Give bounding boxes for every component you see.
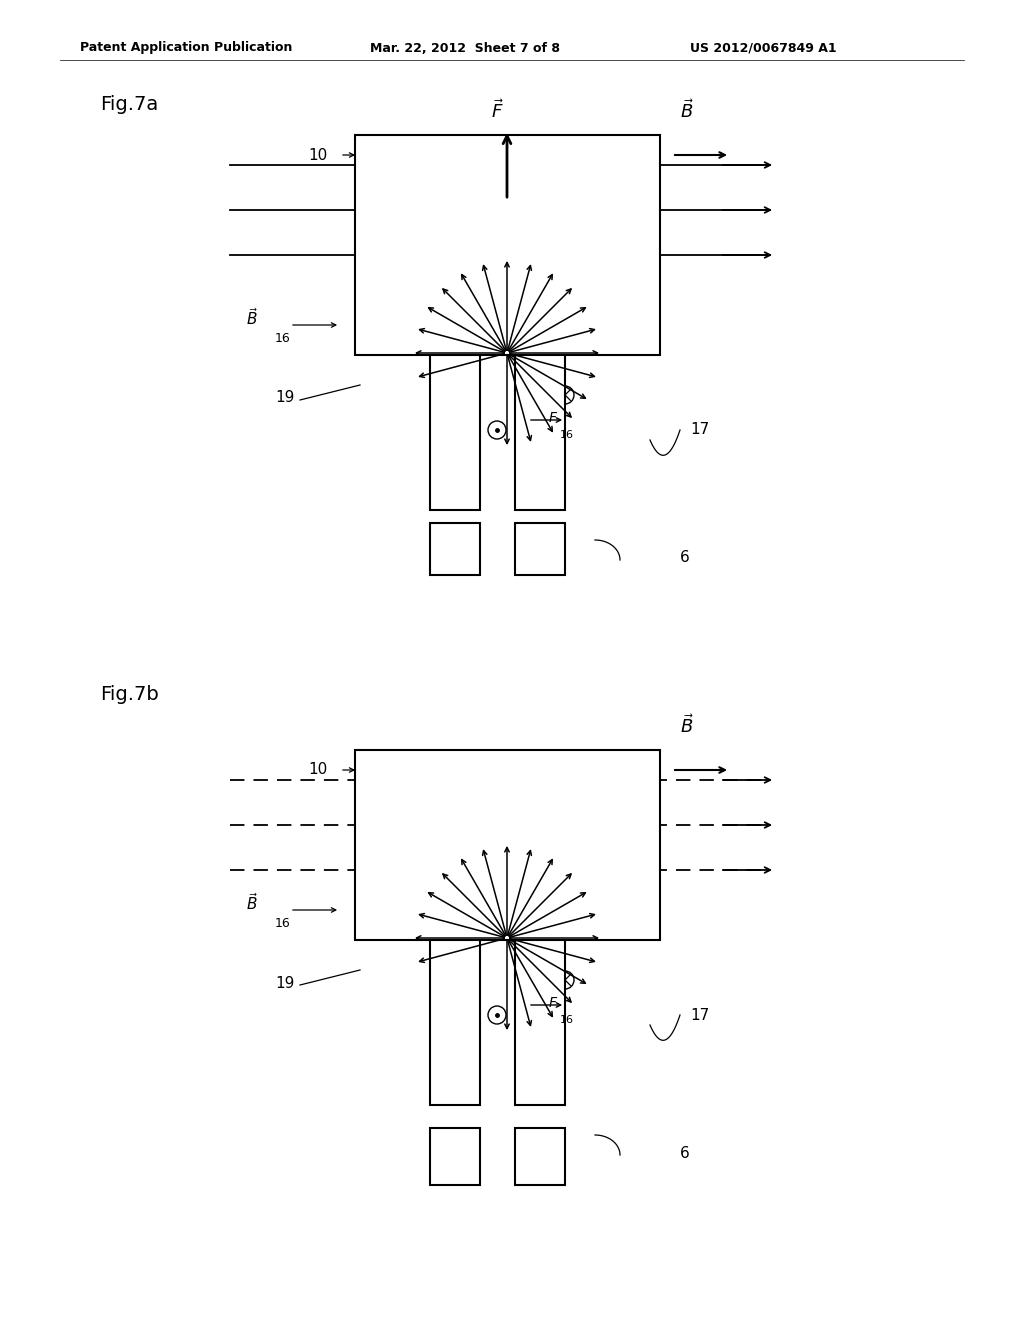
Text: 16: 16 bbox=[560, 1015, 574, 1026]
Text: $\vec{B}$: $\vec{B}$ bbox=[246, 892, 258, 913]
Text: 17: 17 bbox=[690, 1007, 710, 1023]
Text: 16: 16 bbox=[275, 333, 291, 345]
Text: Mar. 22, 2012  Sheet 7 of 8: Mar. 22, 2012 Sheet 7 of 8 bbox=[370, 41, 560, 54]
Bar bbox=[355, 135, 660, 355]
Text: 10: 10 bbox=[309, 148, 328, 162]
Text: $F$: $F$ bbox=[548, 411, 558, 425]
Text: 6: 6 bbox=[680, 1146, 690, 1160]
Text: $\vec{B}$: $\vec{B}$ bbox=[680, 99, 694, 121]
Text: 19: 19 bbox=[275, 975, 295, 990]
Bar bbox=[430, 1129, 480, 1185]
Bar bbox=[515, 940, 565, 1105]
Text: 16: 16 bbox=[275, 917, 291, 931]
Bar bbox=[515, 523, 565, 576]
Text: Fig.7a: Fig.7a bbox=[100, 95, 159, 115]
Text: 6: 6 bbox=[680, 550, 690, 565]
Text: Patent Application Publication: Patent Application Publication bbox=[80, 41, 293, 54]
Text: US 2012/0067849 A1: US 2012/0067849 A1 bbox=[690, 41, 837, 54]
Bar bbox=[515, 1129, 565, 1185]
Text: 17: 17 bbox=[690, 422, 710, 437]
Text: $\vec{F}$: $\vec{F}$ bbox=[490, 99, 503, 121]
Text: 10: 10 bbox=[309, 763, 328, 777]
Text: 16: 16 bbox=[560, 430, 574, 440]
Bar bbox=[515, 355, 565, 510]
Text: 19: 19 bbox=[275, 391, 295, 405]
Bar bbox=[355, 750, 660, 940]
Bar bbox=[430, 355, 480, 510]
Bar bbox=[430, 940, 480, 1105]
Bar bbox=[430, 523, 480, 576]
Text: $F$: $F$ bbox=[548, 997, 558, 1010]
Text: $\vec{B}$: $\vec{B}$ bbox=[246, 308, 258, 329]
Text: $\vec{B}$: $\vec{B}$ bbox=[680, 714, 694, 737]
Text: Fig.7b: Fig.7b bbox=[100, 685, 159, 705]
